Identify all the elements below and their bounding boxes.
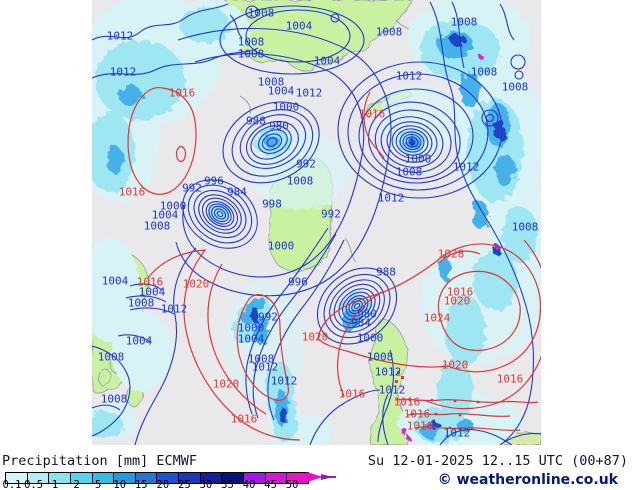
scale-tick-label: 50 <box>285 479 299 490</box>
scale-tick-label: 0.5 <box>24 479 44 490</box>
scale-segment <box>287 473 308 483</box>
scale-tick-label: 25 <box>178 479 191 490</box>
scale-tick-label: 10 <box>113 479 127 490</box>
isobar-blue-group <box>92 1 541 445</box>
copyright-link[interactable]: © weatheronline.co.uk <box>437 472 618 488</box>
scale-tick-label: 0.1 <box>2 479 22 490</box>
precipitation-scale-bar <box>5 472 309 484</box>
scale-segment <box>6 473 28 483</box>
legend-title: Precipitation [mm] ECMWF <box>2 453 198 469</box>
scale-segment <box>49 473 71 483</box>
precipitation-scale-labels: 0.1 0.5 1 2 5 10 15 20 25 30 35 40 45 50 <box>0 480 340 490</box>
forecast-datetime: Su 12-01-2025 12..15 UTC (00+87) <box>367 453 628 469</box>
scale-segment <box>135 473 158 483</box>
scale-arrow-icon <box>307 472 336 482</box>
scale-segment <box>222 473 245 483</box>
scale-segment <box>157 473 180 483</box>
scale-tick-label: 2 <box>73 479 80 490</box>
scale-segment <box>179 473 201 483</box>
scale-segment <box>265 473 288 483</box>
scale-tick-label: 40 <box>242 479 256 490</box>
scale-segment <box>70 473 93 483</box>
scale-segment <box>92 473 115 483</box>
scale-segment <box>200 473 223 483</box>
scale-tick-label: 1 <box>51 479 59 490</box>
scale-segment <box>244 473 266 483</box>
isobar-red-group <box>127 86 541 441</box>
scale-segment <box>27 473 50 483</box>
scale-tick-label: 35 <box>221 479 234 490</box>
scale-tick-label: 30 <box>199 479 213 490</box>
precipitation-group <box>92 0 541 445</box>
scale-tick-label: 20 <box>156 479 170 490</box>
front-pip-marks <box>395 371 480 430</box>
scale-tick-label: 5 <box>95 479 102 490</box>
scale-segment <box>114 473 136 483</box>
scale-tick-label: 45 <box>264 479 277 490</box>
scale-tick-label: 15 <box>134 479 148 490</box>
